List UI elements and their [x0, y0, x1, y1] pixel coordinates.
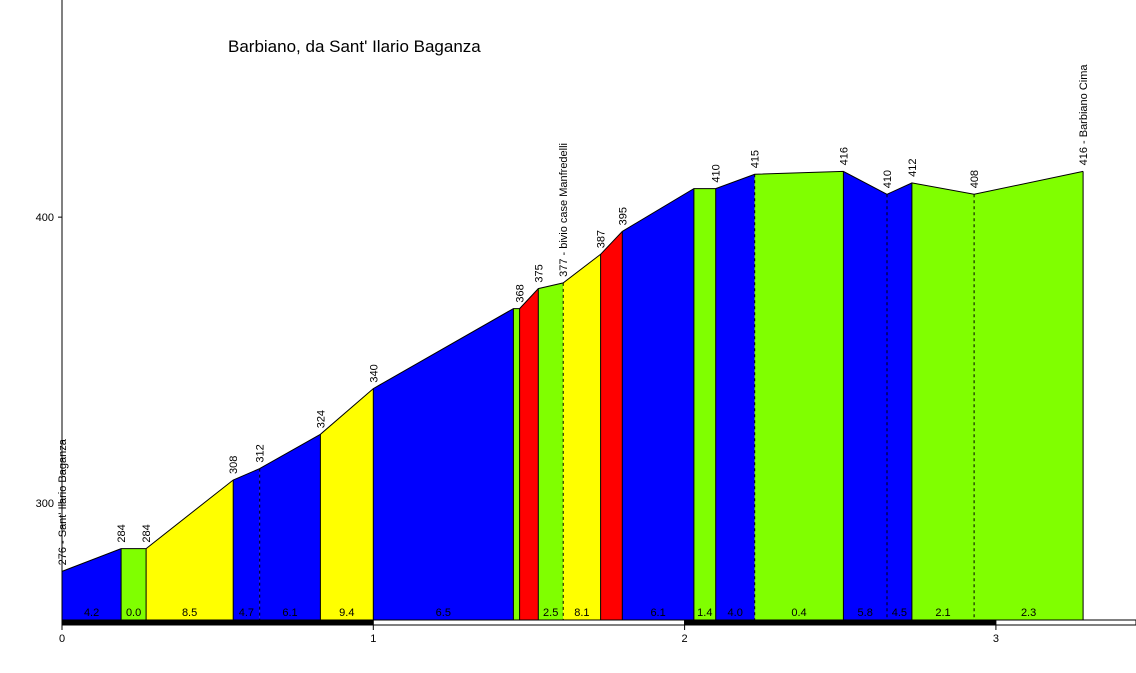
elevation-label-8: 368	[515, 284, 527, 302]
profile-segment-12	[622, 188, 694, 620]
profile-segment-19	[974, 171, 1084, 620]
profile-segment-2	[146, 480, 234, 620]
x-tick-label-3: 3	[993, 633, 999, 645]
profile-segment-0	[62, 548, 122, 620]
profile-segment-3	[233, 468, 260, 620]
profile-segment-15	[754, 171, 844, 620]
grade-label-2: 8.5	[182, 607, 197, 619]
grade-label-3: 4.7	[239, 607, 254, 619]
grade-label-13: 1.4	[697, 607, 712, 619]
elevation-label-15: 415	[750, 150, 762, 168]
elevation-label-10: 377 - bivio case Manfredelli	[558, 143, 570, 277]
profile-segment-11	[600, 231, 623, 620]
elevation-label-18: 412	[907, 159, 919, 177]
profile-segment-7	[513, 308, 520, 620]
elevation-label-17: 410	[882, 170, 894, 188]
profile-segments	[61, 170, 1084, 621]
x-tick-label-2: 2	[682, 633, 688, 645]
profile-segment-5	[320, 388, 374, 620]
x-tick-label-0: 0	[59, 633, 65, 645]
elevation-label-11: 387	[596, 230, 608, 248]
x-axis-ticks: 0 1 2 3	[59, 625, 999, 645]
profile-segment-9	[538, 282, 564, 620]
profile-segment-10	[563, 254, 601, 621]
elevation-label-16: 416	[838, 147, 850, 165]
y-axis-ticks: 300 400	[36, 212, 62, 510]
profile-segment-1	[121, 548, 147, 620]
grade-labels: 4.2 0.0 8.5 4.7 6.1 9.4 6.5 2.5 8.1 6.1 1.4 4.0 0.4 5…	[84, 607, 1036, 619]
elevation-label-1: 284	[116, 524, 128, 542]
scale-bar-block-3	[995, 619, 1136, 626]
distance-scale-bar	[61, 619, 1136, 626]
grade-label-1: 0.0	[126, 607, 141, 619]
profile-segment-6	[373, 308, 514, 620]
grade-label-0: 4.2	[84, 607, 99, 619]
grade-label-4: 6.1	[282, 607, 297, 619]
scale-bar-block-1	[372, 619, 686, 626]
elevation-label-12: 395	[617, 207, 629, 225]
grade-label-10: 8.1	[574, 607, 589, 619]
elevation-label-3: 308	[228, 456, 240, 474]
elevation-label-9: 375	[533, 264, 545, 282]
y-tick-label-0: 300	[36, 498, 54, 510]
grade-label-9: 2.5	[543, 607, 558, 619]
x-tick-label-1: 1	[370, 633, 376, 645]
grade-label-17: 4.5	[892, 607, 907, 619]
grade-label-5: 9.4	[339, 607, 354, 619]
elevation-label-19: 408	[969, 170, 981, 188]
grade-label-14: 4.0	[728, 607, 743, 619]
profile-segment-17	[887, 182, 912, 620]
elevation-label-0: 276 - Sant' Ilario Baganza	[57, 438, 69, 565]
elevation-label-2: 284	[141, 524, 153, 542]
grade-label-6: 6.5	[436, 607, 451, 619]
y-tick-label-1: 400	[36, 212, 54, 224]
profile-segment-14	[715, 174, 755, 621]
profile-segment-4	[259, 434, 321, 620]
grade-label-18: 2.1	[935, 607, 950, 619]
scale-bar-block-2	[684, 619, 997, 626]
elevation-label-4: 312	[255, 444, 267, 462]
profile-segment-8	[519, 288, 539, 620]
elevation-label-20: 416 - Barbiano Cima	[1078, 64, 1090, 166]
elevation-label-14: 410	[711, 164, 723, 182]
scale-bar-block-0	[61, 619, 374, 626]
grade-label-15: 0.4	[791, 607, 806, 619]
elevation-labels: 276 - Sant' Ilario Baganza 284 284 308 312 32…	[57, 64, 1090, 566]
elevation-label-6: 340	[368, 364, 380, 382]
profile-segment-18	[911, 182, 975, 620]
chart-title: Barbiano, da Sant' Ilario Baganza	[228, 37, 481, 56]
grade-label-19: 2.3	[1021, 607, 1036, 619]
distance-markers	[120, 171, 1084, 620]
grade-label-12: 6.1	[650, 607, 665, 619]
grade-label-16: 5.8	[858, 607, 873, 619]
profile-segment-16	[843, 171, 887, 620]
profile-segment-13	[693, 188, 716, 620]
elevation-label-5: 324	[315, 410, 327, 428]
